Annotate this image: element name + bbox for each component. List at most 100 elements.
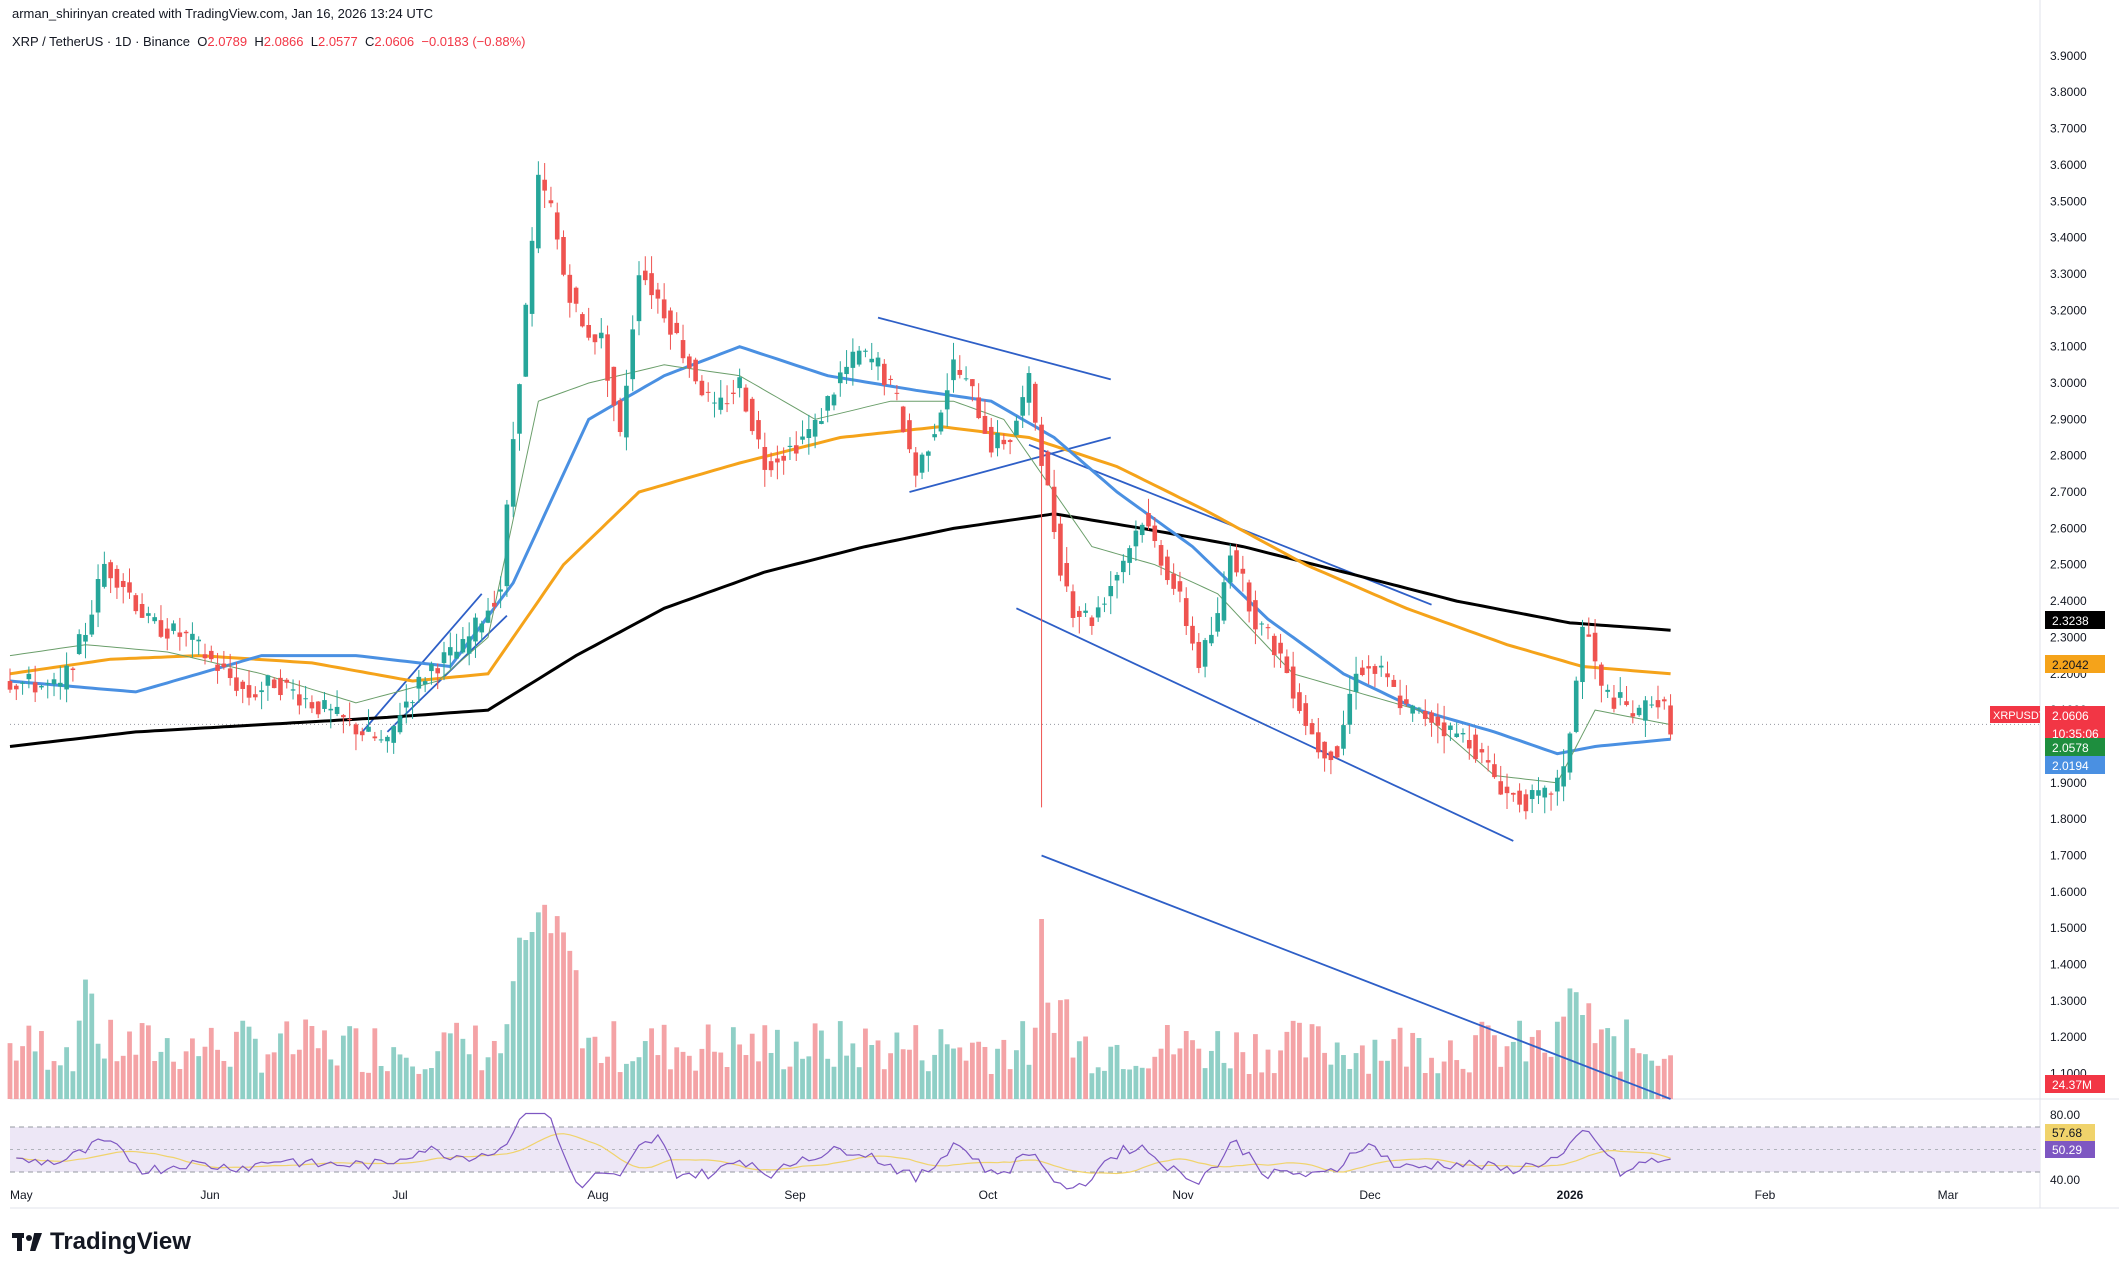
candle-body	[152, 617, 157, 622]
volume-bar	[1183, 1031, 1189, 1099]
price-axis[interactable]: 3.9000 3.8000 3.7000 3.6000 3.5000 3.4000 3.30…	[2050, 49, 2087, 1081]
volume-bar	[322, 1030, 327, 1099]
time-tick: Aug	[587, 1188, 608, 1202]
volume-bar	[705, 1024, 711, 1099]
volume-bar	[164, 1038, 170, 1099]
candle-body	[1290, 666, 1296, 699]
candle-body	[957, 369, 963, 375]
volume-bar	[1227, 1068, 1233, 1099]
candle-body	[926, 451, 931, 456]
candle-body	[479, 623, 485, 633]
rsi-value-badge	[2045, 1124, 2095, 1141]
volume-bar	[7, 1043, 13, 1099]
volume-bar	[718, 1052, 724, 1099]
candle-body	[655, 289, 661, 299]
volume-bar	[26, 1025, 32, 1099]
price-tick: 1.7000	[2050, 848, 2087, 862]
candle-body	[548, 200, 554, 204]
volume-bar	[108, 1019, 114, 1099]
candle-body	[227, 668, 233, 679]
volume-bar	[844, 1055, 849, 1099]
candle-body	[328, 708, 334, 711]
time-axis[interactable]: May Jun Jul Aug Sep Oct Nov Dec 2026 Feb Mar	[10, 1188, 1958, 1202]
candle-body	[1529, 790, 1535, 800]
candle-body	[1278, 642, 1283, 654]
candle-body	[529, 240, 535, 314]
volume-bar	[1460, 1068, 1466, 1099]
volume-bar	[1473, 1035, 1478, 1099]
candle-body	[1202, 640, 1208, 667]
candle-body	[83, 634, 88, 642]
candle-body	[1624, 701, 1629, 705]
volume-bar	[1139, 1067, 1145, 1099]
price-tick: 1.9000	[2050, 776, 2087, 790]
candle-body	[913, 452, 919, 476]
symbol-badge	[1990, 706, 2040, 723]
rsi-tick: 40.00	[2050, 1173, 2080, 1187]
volume-bar	[812, 1023, 818, 1099]
candle-body	[164, 628, 170, 639]
volume-bar	[1265, 1049, 1271, 1099]
volume-bar	[630, 1061, 636, 1099]
volume-bar	[152, 1061, 158, 1099]
volume-bar	[793, 1041, 799, 1099]
volume-bar	[1416, 1038, 1422, 1099]
candle-body	[573, 287, 579, 304]
candle-body	[1246, 582, 1252, 612]
candle-body	[882, 363, 887, 385]
volume-bar	[259, 1072, 264, 1099]
candle-body	[397, 715, 403, 733]
candle-body	[158, 620, 164, 637]
volume-bar	[227, 1066, 233, 1099]
volume-bar	[1240, 1052, 1246, 1099]
price-tick: 1.8000	[2050, 812, 2087, 826]
volume-bar	[246, 1026, 252, 1099]
candle-body	[278, 677, 283, 696]
price-tick: 2.6000	[2050, 521, 2087, 535]
volume-bar	[466, 1054, 472, 1099]
candle-body	[1209, 634, 1214, 644]
candlesticks	[7, 161, 1673, 820]
price-tick: 2.7000	[2050, 485, 2087, 499]
candle-body	[64, 665, 69, 690]
price-tick: 3.5000	[2050, 194, 2087, 208]
volume-bar	[1177, 1048, 1183, 1099]
candle-body	[756, 420, 761, 440]
volume-bar	[435, 1051, 441, 1099]
volume-bar	[535, 912, 541, 1099]
volume-bar	[1598, 1029, 1604, 1099]
tradingview-logo[interactable]: TradingView	[12, 1228, 191, 1256]
volume-bar	[586, 1037, 592, 1099]
price-tick: 3.8000	[2050, 85, 2087, 99]
candle-body	[1636, 707, 1642, 716]
volume-bar	[894, 1032, 900, 1099]
candle-body	[1196, 641, 1202, 668]
candle-body	[731, 392, 736, 394]
volume-bar	[70, 1071, 76, 1099]
symbol-title[interactable]: XRP / TetherUS · 1D · Binance	[12, 34, 190, 49]
volume-bar	[403, 1057, 409, 1099]
candle-body	[1492, 764, 1497, 778]
candle-body	[523, 304, 529, 377]
volume-bar	[900, 1049, 906, 1099]
candle-body	[385, 736, 390, 742]
volume-bar	[303, 1019, 309, 1099]
volume-bar	[83, 979, 88, 1099]
volume-bar	[177, 1069, 183, 1099]
volume-bar	[1045, 1002, 1051, 1099]
trendline	[877, 316, 1111, 381]
volume-bar	[1051, 1032, 1057, 1099]
time-tick: Oct	[979, 1188, 998, 1202]
candle-body	[611, 366, 617, 406]
candle-body	[410, 702, 415, 704]
volume-bar	[1630, 1048, 1636, 1099]
volume-bar	[1014, 1050, 1019, 1099]
candle-body	[605, 334, 610, 381]
volume-bar	[1007, 1069, 1013, 1099]
volume-bar	[699, 1048, 705, 1099]
volume-bar	[1120, 1069, 1126, 1099]
ma-100-badge	[2045, 655, 2105, 673]
volume-bar	[485, 1057, 491, 1099]
candle-body	[341, 715, 346, 718]
